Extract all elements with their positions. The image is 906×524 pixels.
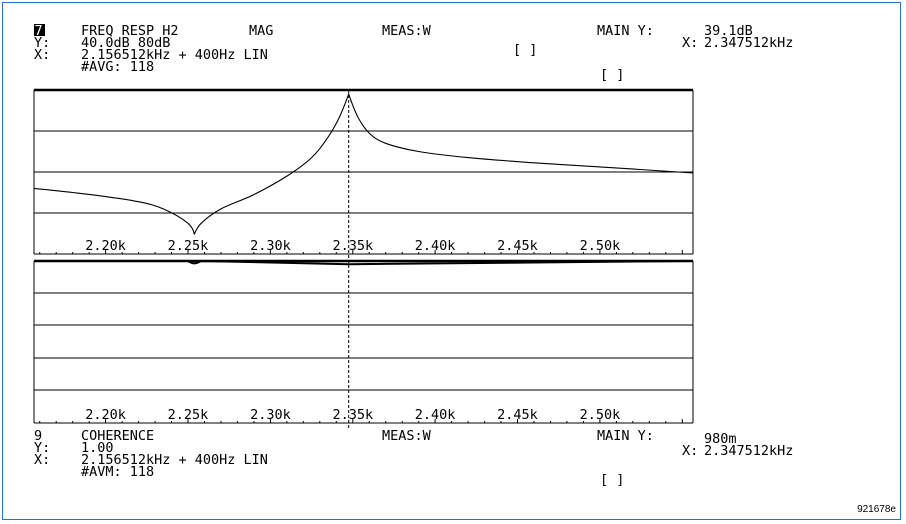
- tick-label: 2.30k: [250, 407, 291, 423]
- analyzer-display: 7 FREQ RESP H2 MAG MEAS:W MAIN Y: 39.1dB…: [33, 23, 896, 515]
- coherence-plot: 2.20k 2.25k 2.30k 2.35k 2.40k 2.45k 2.50k: [33, 259, 694, 424]
- top-bracket-2: [ ]: [600, 67, 624, 83]
- top-mode: MAG: [249, 23, 273, 39]
- bottom-panel-header: 9 COHERENCE MEAS:W MAIN Y: 980m Y: 1.00 …: [34, 428, 793, 488]
- tick-label: 2.30k: [250, 238, 291, 254]
- freq-response-plot: 2.20k 2.25k 2.30k 2.35k 2.40k 2.45k 2.50k: [33, 88, 694, 255]
- bottom-tick-marks: [39, 419, 683, 423]
- top-measurement-name: FREQ RESP H2: [81, 23, 179, 39]
- top-y-axis-label: Y:: [34, 35, 50, 51]
- bottom-x-scale: 2.156512kHz + 400Hz LIN: [81, 452, 268, 468]
- tick-label: 2.45k: [497, 407, 538, 423]
- figure-id: 921678e: [857, 504, 896, 515]
- tick-label: 2.25k: [168, 407, 209, 423]
- bottom-y-axis-label: Y:: [34, 440, 50, 456]
- top-marker-y-value: 39.1dB: [704, 23, 753, 39]
- top-main-y-label: MAIN Y:: [597, 23, 654, 39]
- bottom-x-label-right: X:: [682, 443, 698, 459]
- bottom-meas-label: MEAS:W: [382, 428, 432, 444]
- top-marker-x-value: 2.347512kHz: [704, 35, 793, 51]
- bottom-channel-number: 9: [34, 428, 42, 444]
- top-average-count: #AVG: 118: [81, 59, 154, 75]
- bottom-marker-x-value: 2.347512kHz: [704, 443, 793, 459]
- tick-label: 2.50k: [580, 238, 621, 254]
- top-tick-labels: 2.20k 2.25k 2.30k 2.35k 2.40k 2.45k 2.50k: [85, 238, 620, 254]
- bottom-average-count: #AVM: 118: [81, 464, 154, 480]
- top-meas-label: MEAS:W: [382, 23, 432, 39]
- tick-label: 2.40k: [415, 238, 456, 254]
- tick-label: 2.50k: [580, 407, 621, 423]
- tick-label: 2.35k: [332, 407, 373, 423]
- tick-label: 2.25k: [168, 238, 209, 254]
- top-bracket-1: [ ]: [513, 42, 537, 58]
- top-tick-marks: [39, 250, 683, 254]
- tick-label: 2.20k: [85, 407, 126, 423]
- top-x-axis-label: X:: [34, 47, 50, 63]
- tick-label: 2.45k: [497, 238, 538, 254]
- bottom-tick-labels: 2.20k 2.25k 2.30k 2.35k 2.40k 2.45k 2.50k: [85, 407, 620, 423]
- top-x-scale: 2.156512kHz + 400Hz LIN: [81, 47, 268, 63]
- coherence-trace: [33, 259, 694, 266]
- freq-response-trace: [33, 92, 694, 235]
- bottom-y-scale: 1.00: [81, 440, 114, 456]
- top-y-scale: 40.0dB 80dB: [81, 35, 170, 51]
- bottom-measurement-name: COHERENCE: [81, 428, 154, 444]
- bottom-bracket: [ ]: [600, 472, 624, 488]
- channel-indicator: [34, 24, 45, 36]
- top-channel-number: 7: [35, 23, 43, 39]
- tick-label: 2.35k: [332, 238, 373, 254]
- bottom-x-axis-label: X:: [34, 452, 50, 468]
- tick-label: 2.40k: [415, 407, 456, 423]
- top-panel-header: 7 FREQ RESP H2 MAG MEAS:W MAIN Y: 39.1dB…: [34, 23, 793, 83]
- bottom-marker-y-value: 980m: [704, 431, 737, 447]
- tick-label: 2.20k: [85, 238, 126, 254]
- bottom-main-y-label: MAIN Y:: [597, 428, 654, 444]
- top-x-label-right: X:: [682, 35, 698, 51]
